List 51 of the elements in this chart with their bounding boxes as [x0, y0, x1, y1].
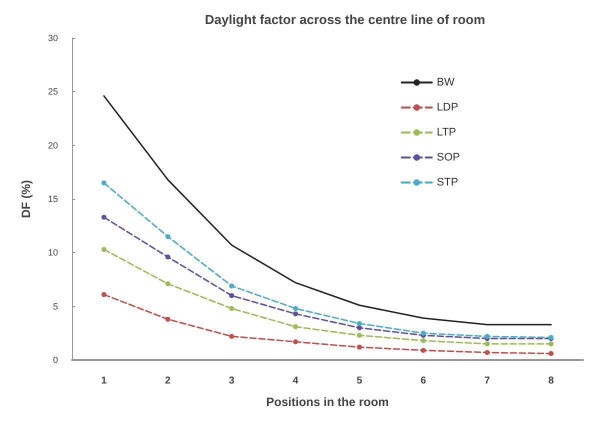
point [356, 332, 362, 338]
point [165, 316, 170, 322]
y-tick-label: 5 [52, 301, 58, 312]
y-tick-label: 0 [52, 355, 58, 365]
point [484, 334, 490, 339]
legend-label: LDP [436, 102, 458, 114]
y-tick-label: 25 [48, 86, 58, 97]
point [165, 234, 170, 240]
point [356, 321, 362, 326]
x-tick-label: 3 [228, 376, 235, 386]
legend-label: LTP [436, 126, 456, 138]
point [293, 339, 298, 344]
chart-title: Daylight factor across the centre line of room [204, 12, 486, 27]
x-tick-label: 4 [292, 376, 299, 386]
point [484, 341, 490, 346]
point [165, 254, 170, 260]
point [548, 341, 554, 346]
y-tick-label: 20 [48, 140, 58, 150]
point [293, 306, 298, 311]
legend-label: SOP [436, 152, 460, 164]
y-axis-title: DF (%) [19, 180, 33, 218]
point [420, 348, 426, 353]
x-tick-label: 6 [420, 376, 427, 386]
point [101, 180, 106, 186]
point [165, 281, 170, 286]
legend-label: BW [436, 76, 456, 88]
x-tick-label: 5 [356, 376, 363, 386]
line-series [103, 95, 552, 326]
point [420, 338, 426, 344]
point [229, 293, 234, 298]
x-tick-label: 8 [548, 376, 554, 386]
point [101, 292, 106, 298]
x-axis-title: Positions in the room [266, 395, 389, 409]
point [356, 325, 362, 330]
x-tick-label: 1 [101, 376, 108, 386]
x-tick-label: 2 [165, 376, 172, 386]
y-tick-label: 30 [48, 33, 58, 43]
point [101, 214, 106, 220]
point [548, 351, 554, 356]
point [229, 283, 234, 288]
y-tick-label: 15 [48, 194, 58, 204]
x-tick-label: 7 [484, 376, 490, 386]
point [229, 306, 234, 311]
point [229, 334, 234, 339]
point [484, 350, 490, 355]
legend-label: STP [436, 176, 458, 188]
point [293, 324, 298, 330]
y-tick-label: 10 [48, 248, 58, 258]
point [356, 344, 362, 350]
point [101, 246, 106, 252]
point [293, 311, 298, 316]
